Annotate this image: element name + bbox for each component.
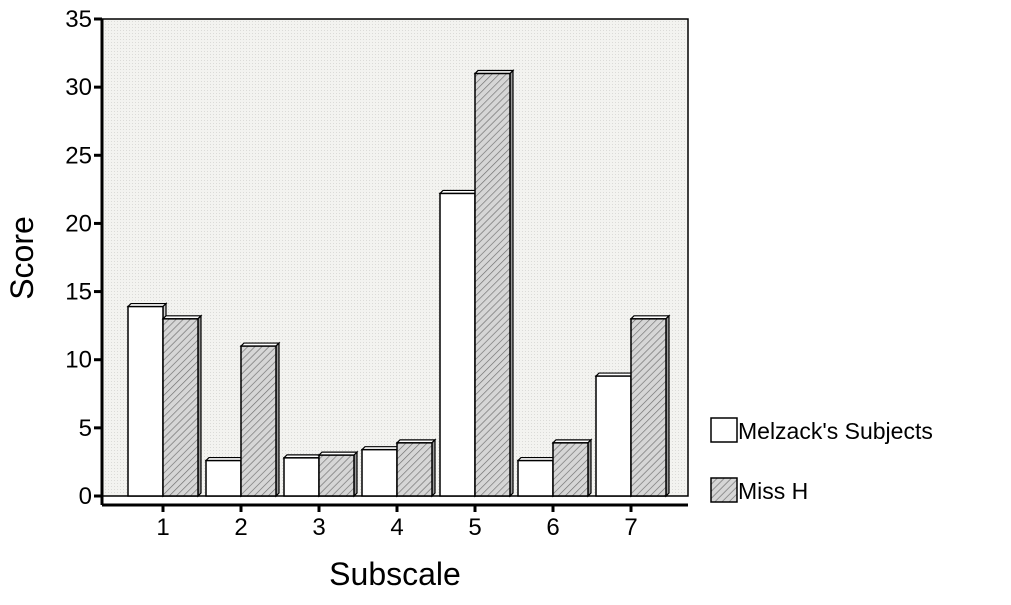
legend-label-miss-h: Miss H bbox=[738, 478, 808, 504]
bar-miss-h-4 bbox=[395, 438, 437, 498]
bar-melzacks-subjects-3 bbox=[282, 453, 324, 498]
x-axis-title: Subscale bbox=[329, 556, 461, 592]
x-tick-label: 1 bbox=[156, 514, 169, 541]
y-tick-label: 0 bbox=[79, 483, 92, 510]
bar-melzacks-subjects-7 bbox=[594, 371, 636, 498]
bar-melzacks-subjects-4 bbox=[360, 445, 402, 498]
bars-layer bbox=[126, 69, 671, 498]
bar-front-face bbox=[474, 72, 511, 497]
y-tick-label: 15 bbox=[65, 279, 92, 306]
y-axis-ticks: 0 5 10 15 20 25 30 35 bbox=[65, 6, 102, 510]
bar-miss-h-7 bbox=[629, 314, 671, 498]
x-tick-label: 3 bbox=[312, 514, 325, 541]
bar-melzacks-subjects-2 bbox=[204, 456, 246, 498]
x-tick-label: 4 bbox=[390, 514, 403, 541]
bar-miss-h-3 bbox=[317, 450, 359, 498]
bar-miss-h-5 bbox=[473, 69, 515, 498]
bar-miss-h-6 bbox=[551, 438, 593, 498]
bar-melzacks-subjects-1 bbox=[126, 302, 168, 498]
x-tick-label: 6 bbox=[546, 514, 559, 541]
bar-front-face bbox=[361, 448, 398, 497]
bar-melzacks-subjects-5 bbox=[438, 188, 480, 498]
bar-front-face bbox=[318, 454, 355, 497]
bar-miss-h-1 bbox=[161, 314, 203, 498]
bar-front-face bbox=[439, 192, 476, 497]
bar-front-face bbox=[595, 375, 632, 497]
bar-front-face bbox=[127, 305, 164, 497]
bar-front-face bbox=[162, 318, 199, 497]
bar-front-face bbox=[396, 442, 433, 497]
bar-front-face bbox=[630, 318, 667, 497]
x-axis-ticks: 1 2 3 4 5 6 7 bbox=[156, 505, 638, 541]
bar-front-face bbox=[240, 345, 277, 497]
bar-front-face bbox=[517, 459, 554, 497]
y-tick-label: 20 bbox=[65, 210, 92, 237]
x-tick-label: 5 bbox=[468, 514, 481, 541]
bar-front-face bbox=[552, 442, 589, 497]
legend-swatch-melzacks-subjects bbox=[710, 417, 738, 443]
x-tick-label: 7 bbox=[624, 514, 637, 541]
legend-swatch-miss-h bbox=[710, 477, 738, 503]
legend-label-melzacks-subjects: Melzack's Subjects bbox=[738, 418, 933, 444]
bar-melzacks-subjects-6 bbox=[516, 456, 558, 498]
legend: Melzack's Subjects Miss H bbox=[710, 417, 933, 504]
bar-front-face bbox=[205, 459, 242, 497]
y-tick-label: 35 bbox=[65, 6, 92, 33]
y-axis-title: Score bbox=[4, 216, 40, 300]
y-tick-label: 25 bbox=[65, 142, 92, 169]
y-tick-label: 10 bbox=[65, 347, 92, 374]
y-tick-label: 30 bbox=[65, 74, 92, 101]
x-tick-label: 2 bbox=[234, 514, 247, 541]
y-tick-label: 5 bbox=[79, 415, 92, 442]
bar-front-face bbox=[283, 457, 320, 497]
bar-miss-h-2 bbox=[239, 341, 281, 498]
